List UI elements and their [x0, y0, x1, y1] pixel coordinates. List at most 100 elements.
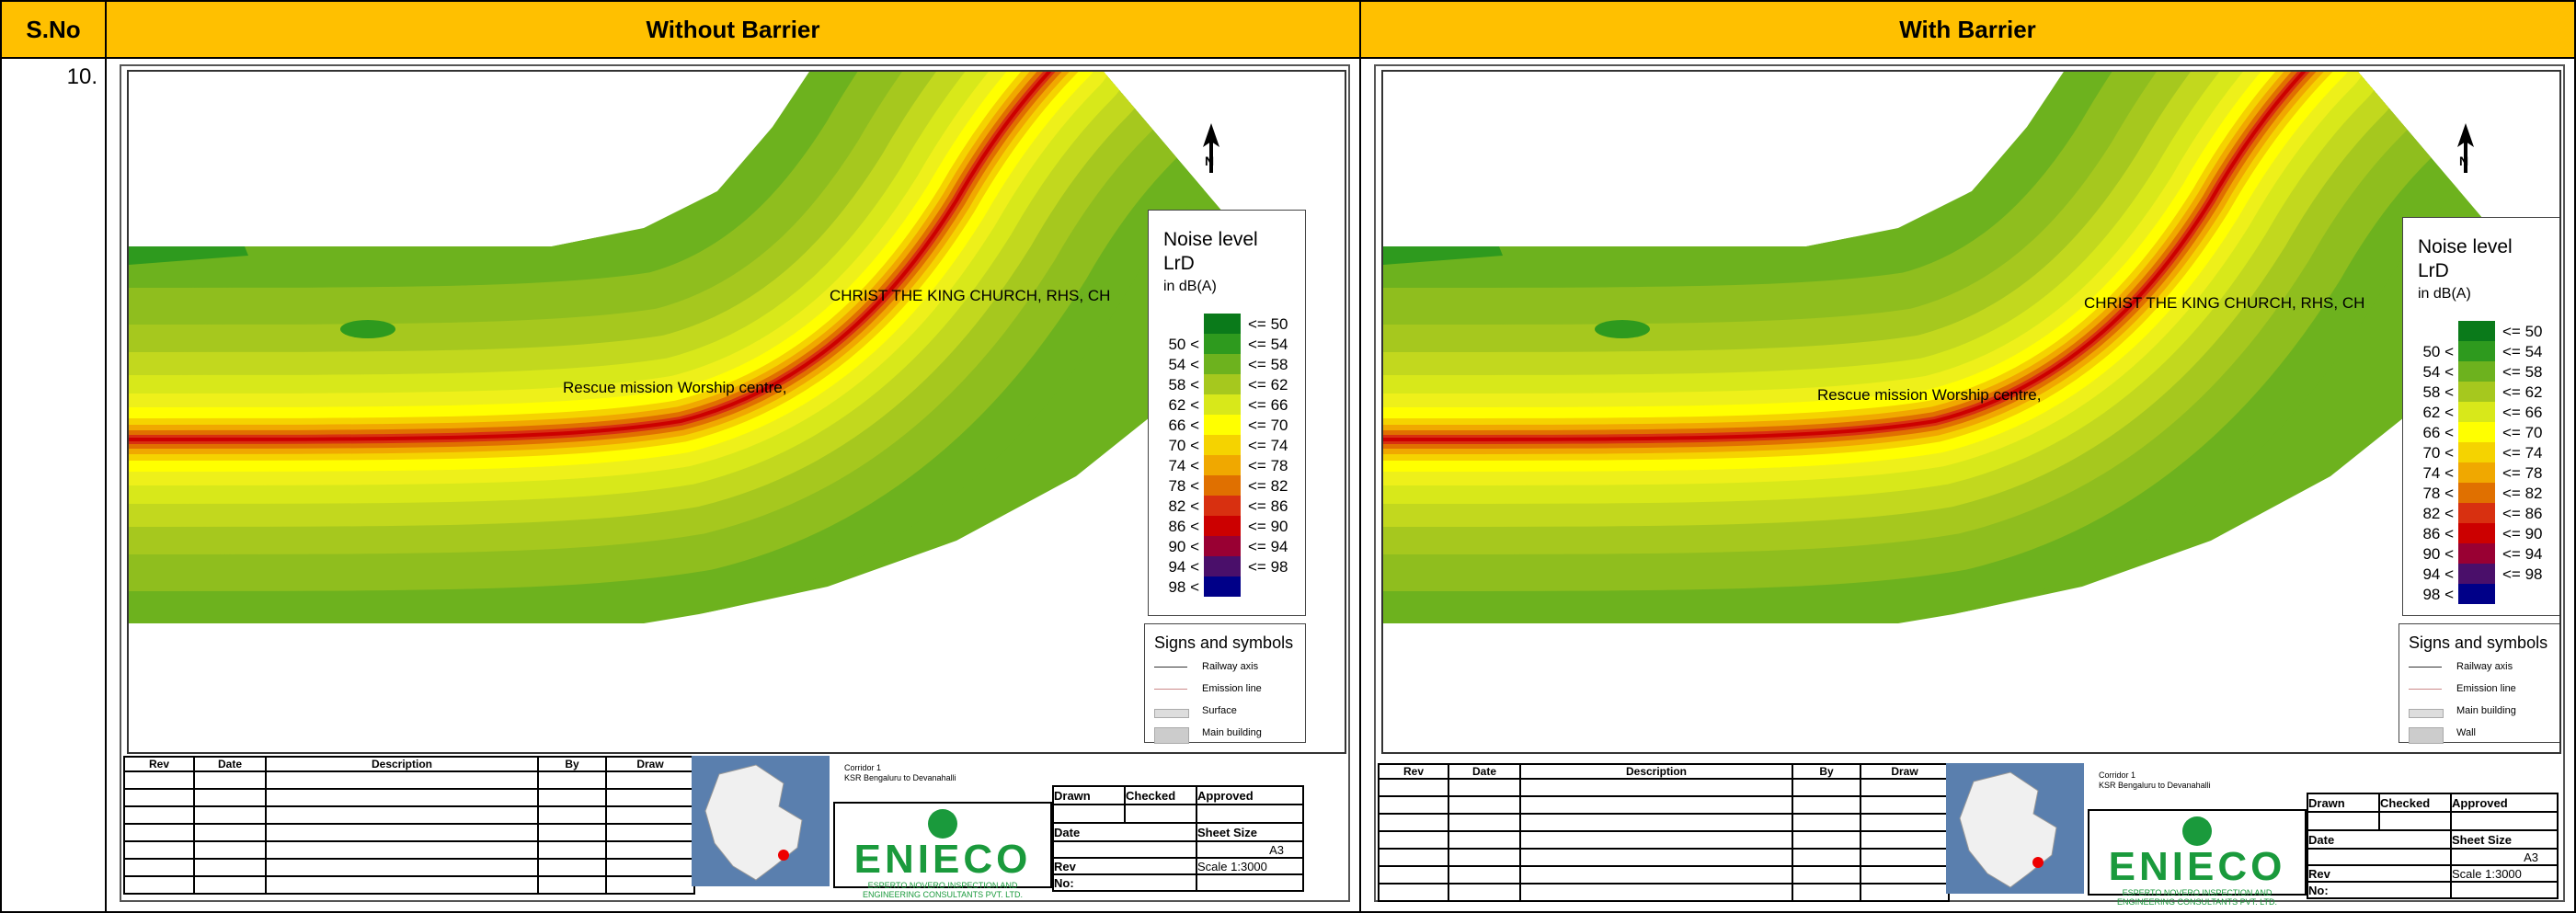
legend-row: 98 < — [2403, 584, 2559, 604]
project-info: Corridor 1 KSR Bengaluru to Devanahalli — [844, 763, 956, 783]
legend-upper: <= 50 — [1248, 315, 1288, 334]
revision-cell — [124, 771, 194, 789]
revision-cell — [124, 806, 194, 824]
legend-swatch — [1204, 435, 1241, 455]
legend-row: 86 < <= 90 — [2403, 523, 2559, 543]
legend-lower: 86 < — [1168, 518, 1199, 536]
header-with-barrier: With Barrier — [1360, 1, 2575, 58]
svg-text:N: N — [2459, 154, 2468, 168]
drawn-value — [2307, 812, 2379, 830]
revision-row — [124, 789, 694, 806]
rev-cell: Rev — [2307, 865, 2451, 882]
revision-cell — [1379, 884, 1448, 901]
revision-cell — [1379, 831, 1448, 849]
legend-swatch — [2458, 462, 2495, 483]
sign-label: Surface — [1202, 705, 1237, 716]
legend-row: <= 50 — [2403, 321, 2559, 341]
legend-row: 66 < <= 70 — [2403, 422, 2559, 442]
revision-cell — [194, 876, 266, 894]
legend-upper: <= 62 — [1248, 376, 1288, 394]
label-rescue-mission: Rescue mission Worship centre, — [1817, 386, 2041, 405]
drawn-value — [1053, 805, 1125, 823]
approval-row: Date Sheet Size — [1053, 823, 1303, 841]
legend-swatch — [1204, 334, 1241, 354]
date-cell: Date — [2307, 830, 2451, 849]
checked-value — [1125, 805, 1196, 823]
revision-cell — [606, 806, 694, 824]
revision-cell — [1792, 866, 1860, 884]
legend-metric: LrD — [2418, 260, 2449, 282]
legend-upper: <= 98 — [1248, 558, 1288, 576]
legend-swatch — [1204, 415, 1241, 435]
legend-swatch — [1204, 394, 1241, 415]
legend-lower: 58 < — [2422, 383, 2454, 402]
legend-row: 62 < <= 66 — [1149, 394, 1305, 415]
legend-row: 62 < <= 66 — [2403, 402, 2559, 422]
legend-lower: 70 < — [2422, 444, 2454, 462]
approval-row: A3 — [2307, 849, 2558, 865]
noise-map: CHRIST THE KING CHURCH, RHS, CH Rescue mi… — [127, 70, 1346, 754]
date-value — [1053, 841, 1196, 858]
revision-row — [1379, 866, 1949, 884]
revision-cell — [1860, 866, 1949, 884]
revision-header-cell: By — [538, 757, 606, 771]
legend-swatch — [2458, 382, 2495, 402]
revision-cell — [606, 841, 694, 859]
approval-row: No: — [2307, 882, 2558, 898]
legend-lower: 94 < — [1168, 558, 1199, 576]
sign-label: Wall — [2456, 727, 2476, 738]
legend-upper: <= 94 — [1248, 538, 1288, 556]
signs-title: Signs and symbols — [1154, 633, 1293, 653]
legend-row: 90 < <= 94 — [2403, 543, 2559, 564]
legend-row: 70 < <= 74 — [1149, 435, 1305, 455]
revision-cell — [124, 789, 194, 806]
legend-lower: 78 < — [2422, 485, 2454, 503]
sign-symbol — [1154, 727, 1189, 744]
legend-swatch — [2458, 402, 2495, 422]
sign-symbol — [2409, 689, 2442, 690]
revision-cell — [194, 859, 266, 876]
legend-lower: 94 < — [2422, 565, 2454, 584]
revision-header-cell: Date — [194, 757, 266, 771]
revision-cell — [538, 841, 606, 859]
header-sno: S.No — [1, 1, 106, 58]
header-without-barrier: Without Barrier — [106, 1, 1360, 58]
legend-swatch — [1204, 576, 1241, 597]
legend-lower: 90 < — [2422, 545, 2454, 564]
checked-cell: Checked — [2379, 793, 2451, 812]
logo-subtitle: ESPERTO NOVERO INSPECTION AND ENGINEERING… — [835, 881, 1050, 899]
revision-cell — [1448, 779, 1520, 796]
logo-emblem-icon — [928, 809, 957, 839]
revision-header-cell: Description — [266, 757, 538, 771]
logo-subtitle-1: ESPERTO NOVERO INSPECTION AND — [2089, 888, 2305, 897]
revision-cell — [538, 789, 606, 806]
legend-row: 54 < <= 58 — [1149, 354, 1305, 374]
project-info: Corridor 1 KSR Bengaluru to Devanahalli — [2099, 770, 2211, 791]
revision-cell — [1792, 796, 1860, 814]
revision-cell — [1792, 779, 1860, 796]
project-line-1: Corridor 1 — [2099, 770, 2211, 781]
sign-label: Railway axis — [1202, 661, 1258, 672]
revision-row — [1379, 831, 1949, 849]
revision-cell — [1792, 831, 1860, 849]
legend-unit: in dB(A) — [1163, 279, 1217, 295]
title-block: Rev Date Description By Draw Corridor 1 KSR Be… — [123, 756, 1345, 894]
legend-swatch — [2458, 321, 2495, 341]
revision-cell — [1792, 814, 1860, 831]
revision-header-cell: Rev — [1379, 764, 1448, 779]
legend-row: 54 < <= 58 — [2403, 361, 2559, 382]
revision-cell — [194, 806, 266, 824]
revision-cell — [606, 789, 694, 806]
approval-row: Date Sheet Size — [2307, 830, 2558, 849]
sign-symbol — [1154, 667, 1187, 668]
logo-wordmark: ENIECO — [2089, 844, 2305, 890]
legend-upper: <= 70 — [1248, 417, 1288, 435]
sign-label: Main building — [1202, 727, 1262, 738]
revision-cell — [1860, 849, 1949, 866]
legend-unit: in dB(A) — [2418, 286, 2471, 302]
north-arrow-icon: N — [2454, 123, 2478, 175]
approval-row: Drawn Checked Approved — [2307, 793, 2558, 812]
legend-metric: LrD — [1163, 253, 1195, 275]
legend-upper: <= 66 — [1248, 396, 1288, 415]
revision-cell — [538, 824, 606, 841]
